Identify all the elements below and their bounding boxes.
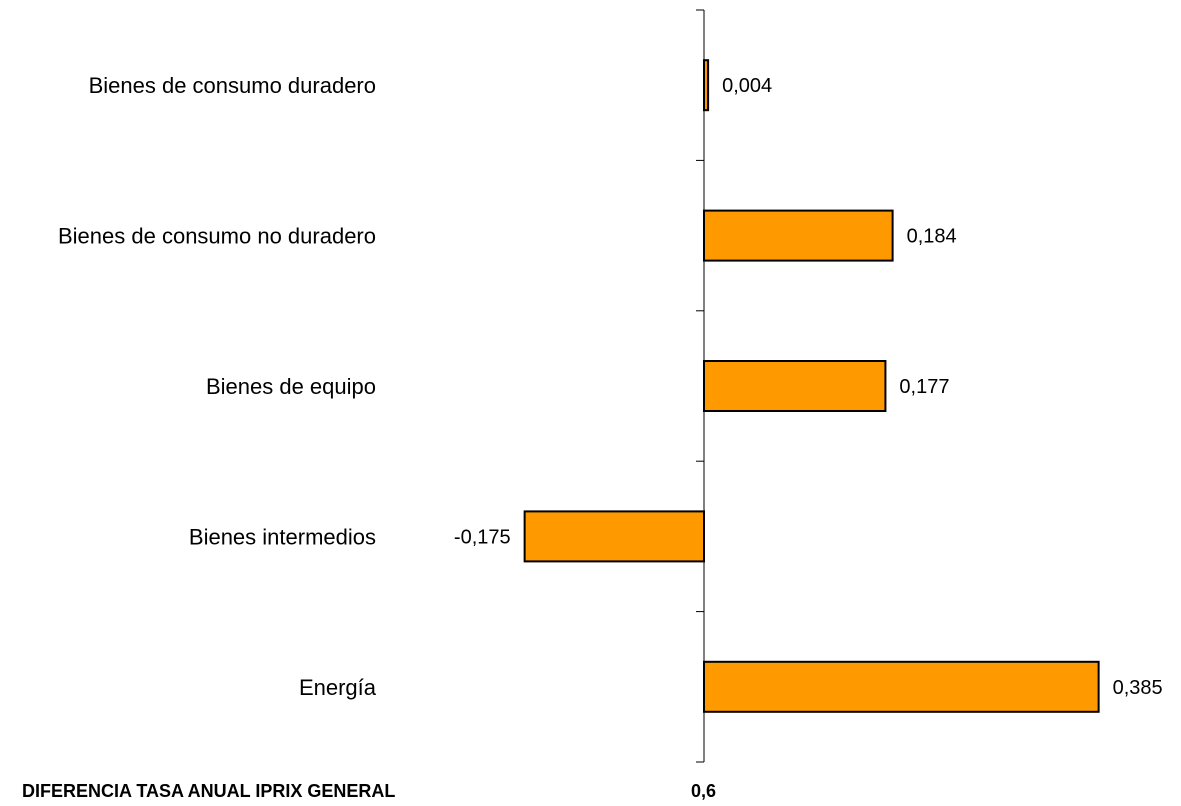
category-label: Bienes de equipo	[206, 374, 376, 399]
axis-ticks	[696, 9, 704, 763]
category-label: Bienes intermedios	[189, 524, 376, 549]
footer-value: 0,6	[691, 781, 717, 801]
category-label: Bienes de consumo no duradero	[58, 224, 376, 249]
bar-bienes-de-consumo-duradero	[703, 59, 710, 112]
bars	[523, 59, 1100, 713]
bar-bienes-intermedios	[523, 510, 705, 563]
bar-bienes-de-equipo	[703, 360, 887, 412]
value-label: 0,385	[1113, 677, 1163, 699]
category-labels: Bienes de consumo duradero Bienes de cons…	[58, 73, 377, 700]
category-label: Bienes de consumo duradero	[89, 73, 376, 98]
value-labels: 0,004 0,184 0,177 -0,175 0,385	[454, 75, 1163, 699]
footer-label: DIFERENCIA TASA ANUAL IPRIX GENERAL	[22, 781, 396, 801]
bar-energia	[703, 660, 1100, 713]
value-label: -0,175	[454, 526, 511, 548]
bar-bienes-de-consumo-no-duradero	[703, 209, 894, 262]
value-label: 0,177	[899, 376, 949, 398]
value-label: 0,004	[722, 75, 772, 97]
category-label: Energía	[299, 675, 377, 700]
value-label: 0,184	[907, 226, 957, 248]
